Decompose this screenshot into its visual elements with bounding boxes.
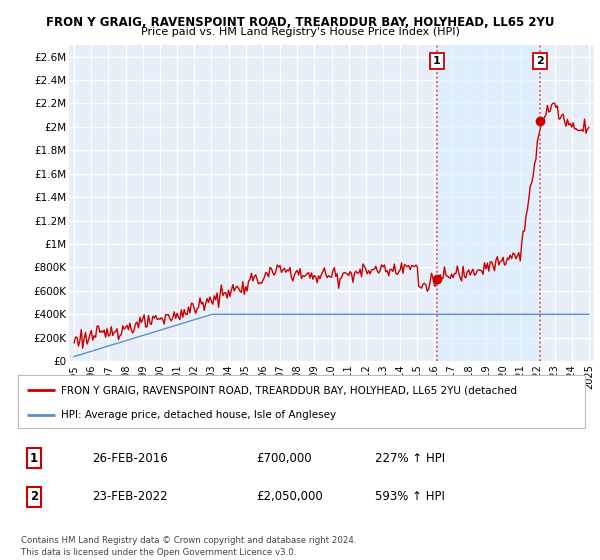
Text: 26-FEB-2016: 26-FEB-2016 bbox=[92, 451, 167, 465]
Text: 1: 1 bbox=[433, 56, 441, 66]
Text: FRON Y GRAIG, RAVENSPOINT ROAD, TREARDDUR BAY, HOLYHEAD, LL65 2YU: FRON Y GRAIG, RAVENSPOINT ROAD, TREARDDU… bbox=[46, 16, 554, 29]
Text: 1: 1 bbox=[30, 451, 38, 465]
Text: Contains HM Land Registry data © Crown copyright and database right 2024.: Contains HM Land Registry data © Crown c… bbox=[21, 536, 356, 545]
Text: HPI: Average price, detached house, Isle of Anglesey: HPI: Average price, detached house, Isle… bbox=[61, 410, 335, 420]
Text: 2: 2 bbox=[536, 56, 544, 66]
Text: 593% ↑ HPI: 593% ↑ HPI bbox=[375, 491, 445, 503]
Text: FRON Y GRAIG, RAVENSPOINT ROAD, TREARDDUR BAY, HOLYHEAD, LL65 2YU (detached: FRON Y GRAIG, RAVENSPOINT ROAD, TREARDDU… bbox=[61, 385, 517, 395]
Text: 2: 2 bbox=[30, 491, 38, 503]
Text: £700,000: £700,000 bbox=[256, 451, 312, 465]
Text: £2,050,000: £2,050,000 bbox=[256, 491, 323, 503]
Text: Price paid vs. HM Land Registry's House Price Index (HPI): Price paid vs. HM Land Registry's House … bbox=[140, 27, 460, 37]
Bar bbox=[437, 45, 540, 361]
Text: 23-FEB-2022: 23-FEB-2022 bbox=[92, 491, 167, 503]
Text: 227% ↑ HPI: 227% ↑ HPI bbox=[375, 451, 445, 465]
Text: This data is licensed under the Open Government Licence v3.0.: This data is licensed under the Open Gov… bbox=[21, 548, 296, 557]
